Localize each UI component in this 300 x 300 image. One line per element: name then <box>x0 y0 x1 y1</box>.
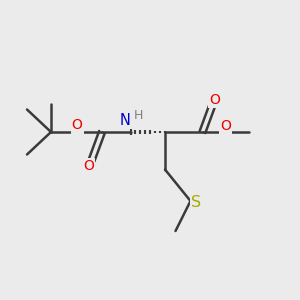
Text: O: O <box>209 93 220 107</box>
Text: O: O <box>220 119 231 133</box>
Text: S: S <box>191 195 201 210</box>
Text: O: O <box>83 159 94 173</box>
Text: N: N <box>120 113 130 128</box>
Text: H: H <box>134 109 143 122</box>
Text: O: O <box>72 118 83 132</box>
